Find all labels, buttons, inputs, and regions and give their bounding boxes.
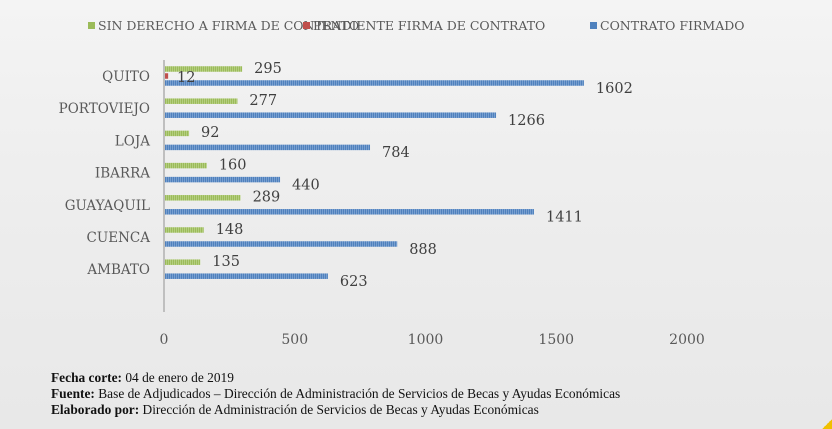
cutoff-date-line: Fecha corte: 04 de enero de 2019 <box>51 370 620 386</box>
bar-ambato-contrato-firmado <box>165 273 328 279</box>
legend-swatch <box>303 22 310 29</box>
legend-label: SIN DERECHO A FIRMA DE CONTRATO <box>98 18 359 33</box>
x-tick-label-1000: 1000 <box>408 332 444 348</box>
author-label: Elaborado por: <box>51 402 140 417</box>
data-label-cuenca-contrato-firmado: 888 <box>409 242 437 258</box>
data-label-quito-pendiente-firma-de-contrato: 12 <box>177 70 195 86</box>
data-label-quito-contrato-firmado: 1602 <box>596 81 633 97</box>
legend: SIN DERECHO A FIRMA DE CONTRATOPENDIENTE… <box>88 18 745 33</box>
x-tick-label-1500: 1500 <box>538 332 574 348</box>
data-label-portoviejo-sin-derecho-a-firma-de-contrato: 277 <box>249 93 277 109</box>
data-label-guayaquil-sin-derecho-a-firma-de-contrato: 289 <box>253 190 281 206</box>
author-value: Dirección de Administración de Servicios… <box>139 402 539 417</box>
source-line: Fuente: Base de Adjudicados – Dirección … <box>51 386 620 402</box>
legend-swatch <box>88 22 95 29</box>
cutoff-date-label: Fecha corte: <box>51 370 123 385</box>
author-line: Elaborado por: Dirección de Administraci… <box>51 402 620 418</box>
legend-item-contrato-firmado: CONTRATO FIRMADO <box>590 18 745 33</box>
bars-group <box>165 66 584 279</box>
bar-portoviejo-contrato-firmado <box>165 112 497 118</box>
bar-ambato-sin-derecho-a-firma-de-contrato <box>165 259 201 265</box>
cutoff-date-value: 04 de enero de 2019 <box>122 370 234 385</box>
category-label-ibarra: IBARRA <box>95 166 150 182</box>
corner-decoration <box>822 419 832 429</box>
bar-loja-sin-derecho-a-firma-de-contrato <box>165 130 190 137</box>
x-tick-label-500: 500 <box>281 332 308 348</box>
bar-loja-contrato-firmado <box>165 144 371 151</box>
value-labels: 295 12 1602 277 1266 92 784 160 440 289 1411 148 888… <box>177 61 633 290</box>
category-label-loja: LOJA <box>115 133 150 149</box>
bar-cuenca-contrato-firmado <box>165 241 398 247</box>
bar-quito-pendiente-firma-de-contrato <box>165 73 169 79</box>
legend-swatch <box>590 22 597 29</box>
bar-ibarra-sin-derecho-a-firma-de-contrato <box>165 162 207 169</box>
bar-chart: SIN DERECHO A FIRMA DE CONTRATOPENDIENTE… <box>59 18 745 348</box>
value-axis: 0 500 1000 1500 2000 <box>160 332 705 348</box>
bar-guayaquil-contrato-firmado <box>165 209 534 215</box>
data-label-cuenca-sin-derecho-a-firma-de-contrato: 148 <box>216 222 244 238</box>
data-label-portoviejo-contrato-firmado: 1266 <box>508 113 545 129</box>
data-label-loja-sin-derecho-a-firma-de-contrato: 92 <box>201 125 219 141</box>
chart-footer: Fecha corte: 04 de enero de 2019 Fuente:… <box>51 370 620 418</box>
category-axis: QUITO PORTOVIEJO LOJA IBARRA GUAYAQUIL CUENCA… <box>59 60 165 312</box>
legend-item-pendiente-firma-de-contrato: PENDIENTE FIRMA DE CONTRATO <box>303 18 545 33</box>
legend-label: PENDIENTE FIRMA DE CONTRATO <box>313 18 545 33</box>
x-tick-label-2000: 2000 <box>669 332 705 348</box>
category-label-guayaquil: GUAYAQUIL <box>65 198 150 214</box>
data-label-ambato-sin-derecho-a-firma-de-contrato: 135 <box>212 254 240 270</box>
source-value: Base de Adjudicados – Dirección de Admin… <box>94 386 621 401</box>
category-label-cuenca: CUENCA <box>87 230 151 246</box>
category-label-portoviejo: PORTOVIEJO <box>59 101 150 117</box>
legend-item-sin-derecho-a-firma-de-contrato: SIN DERECHO A FIRMA DE CONTRATO <box>88 18 359 33</box>
legend-label: CONTRATO FIRMADO <box>600 18 745 33</box>
data-label-guayaquil-contrato-firmado: 1411 <box>546 210 583 226</box>
data-label-quito-sin-derecho-a-firma-de-contrato: 295 <box>254 61 282 77</box>
bar-guayaquil-sin-derecho-a-firma-de-contrato <box>165 195 241 201</box>
x-tick-label-0: 0 <box>160 332 169 348</box>
data-label-loja-contrato-firmado: 784 <box>382 145 410 161</box>
bar-quito-sin-derecho-a-firma-de-contrato <box>165 66 243 72</box>
data-label-ibarra-contrato-firmado: 440 <box>292 177 320 193</box>
source-label: Fuente: <box>51 386 95 401</box>
bar-ibarra-contrato-firmado <box>165 176 281 183</box>
bar-portoviejo-sin-derecho-a-firma-de-contrato <box>165 98 238 104</box>
category-label-ambato: AMBATO <box>86 262 150 278</box>
category-label-quito: QUITO <box>102 69 150 85</box>
bar-quito-contrato-firmado <box>165 80 584 86</box>
data-label-ambato-contrato-firmado: 623 <box>340 274 368 290</box>
bar-cuenca-sin-derecho-a-firma-de-contrato <box>165 227 204 233</box>
data-label-ibarra-sin-derecho-a-firma-de-contrato: 160 <box>219 157 247 173</box>
